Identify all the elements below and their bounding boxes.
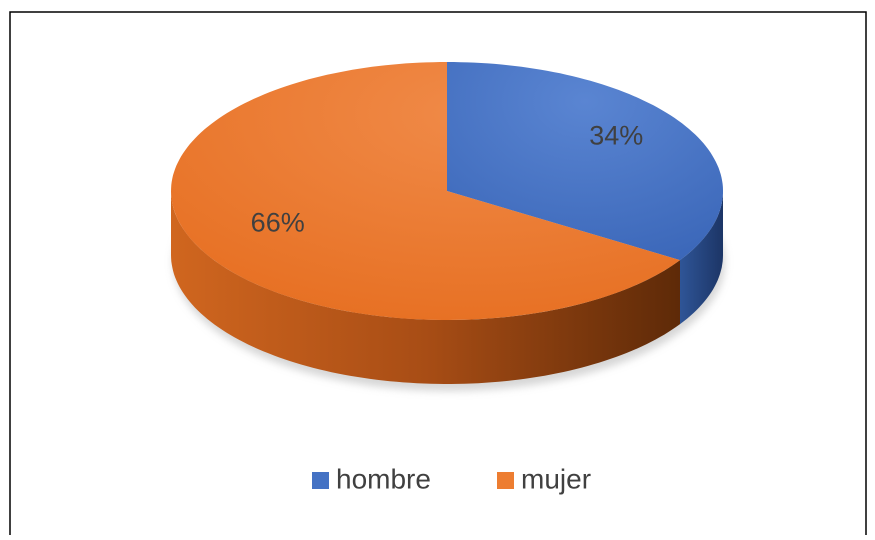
pie-side bbox=[171, 191, 680, 384]
data-label: 66% bbox=[251, 208, 305, 238]
pie-slice bbox=[171, 62, 680, 320]
pie-side bbox=[680, 191, 723, 325]
data-label: 34% bbox=[589, 121, 643, 151]
legend-label: mujer bbox=[521, 463, 591, 494]
pie-slice bbox=[447, 62, 723, 261]
legend-swatch bbox=[497, 472, 514, 489]
legend-label: hombre bbox=[336, 463, 431, 494]
legend-swatch bbox=[312, 472, 329, 489]
